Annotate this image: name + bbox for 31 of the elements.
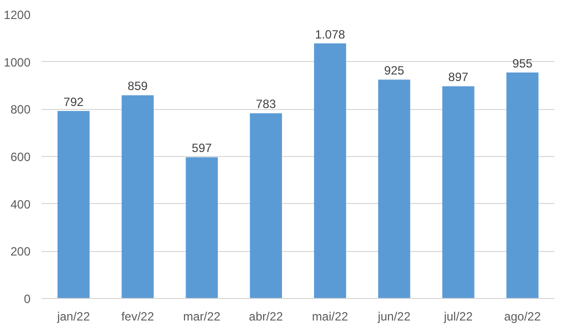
- y-tick-label: 800: [10, 102, 31, 117]
- x-tick-label: mai/22: [312, 310, 348, 324]
- data-label: 955: [512, 56, 533, 70]
- bar: [122, 95, 154, 298]
- y-tick-label: 200: [10, 244, 31, 259]
- bar: [378, 80, 410, 298]
- bar: [506, 72, 538, 298]
- x-tick-label: abr/22: [248, 310, 284, 324]
- bar: [186, 157, 218, 298]
- bar: [314, 43, 346, 298]
- y-tick-label: 400: [10, 197, 31, 212]
- x-tick-label: mar/22: [183, 310, 221, 324]
- x-tick-label: jul/22: [442, 310, 473, 324]
- y-tick-label: 600: [10, 150, 31, 164]
- data-label: 859: [128, 79, 148, 94]
- x-tick-label: fev/22: [121, 310, 154, 324]
- data-label: 597: [192, 141, 212, 156]
- data-label: 792: [64, 95, 84, 110]
- x-tick-label: jun/22: [376, 310, 411, 324]
- bar: [58, 111, 90, 298]
- x-tick-label: ago/22: [504, 310, 542, 324]
- bar: [442, 86, 474, 298]
- data-label: 897: [448, 70, 469, 84]
- data-label: 783: [256, 97, 276, 112]
- y-tick-label: 1000: [4, 55, 31, 70]
- y-tick-label: 0: [24, 292, 31, 306]
- bar: [250, 113, 282, 298]
- data-label: 1.078: [315, 27, 346, 42]
- y-tick-label: 1200: [4, 8, 31, 22]
- data-label: 925: [384, 64, 405, 78]
- x-tick-label: jan/22: [56, 310, 90, 324]
